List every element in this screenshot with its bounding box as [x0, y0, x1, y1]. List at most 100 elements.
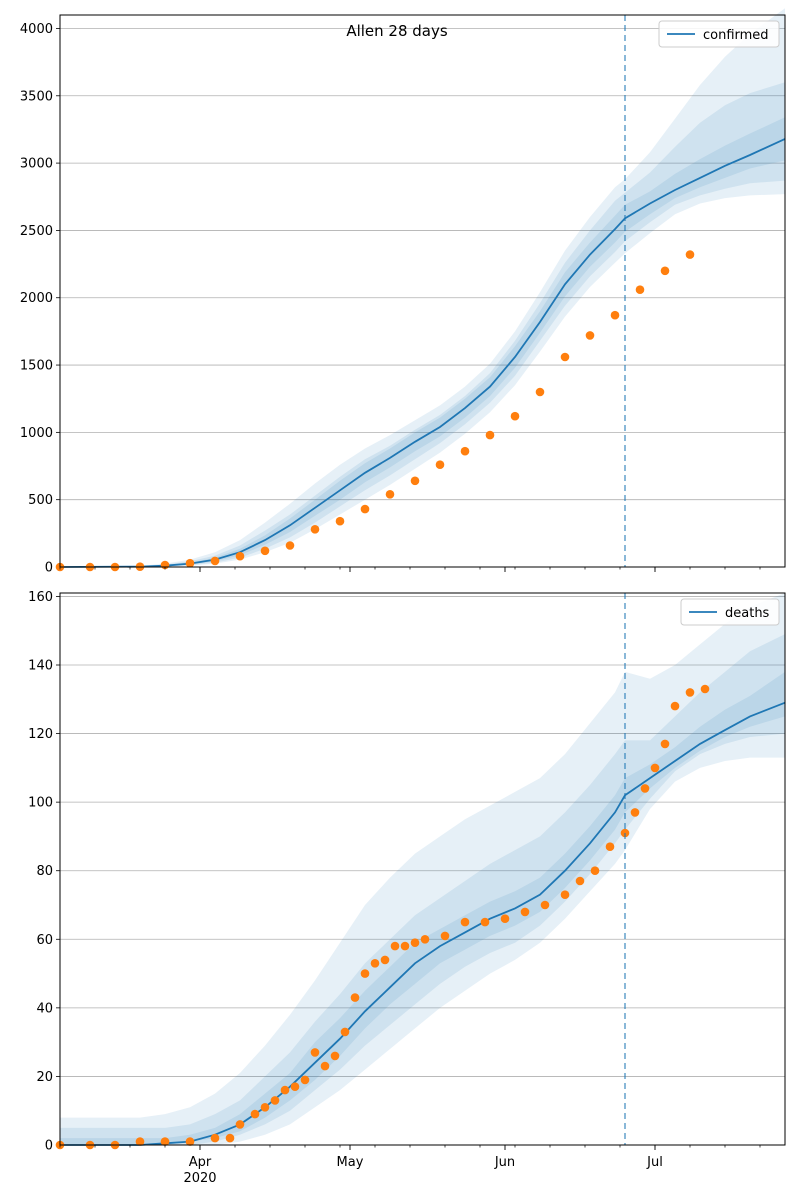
- plot-frame: [59, 14, 786, 568]
- observed-point: [210, 556, 220, 566]
- observed-point: [630, 808, 640, 817]
- observed-point: [260, 1103, 270, 1112]
- y-tick-label: 0: [45, 1139, 53, 1154]
- observed-point: [400, 941, 410, 951]
- uncertainty-band: [60, 593, 785, 1145]
- observed-point: [585, 331, 595, 340]
- observed-point: [310, 525, 320, 534]
- confirmed-panel: 0 500 1000 1500 2000 2500 3000 3500 4000 confirme…: [20, 8, 786, 576]
- legend-box: [658, 20, 780, 48]
- y-tick-label: 0: [45, 561, 53, 576]
- model-line: [59, 138, 786, 568]
- y-tick-label: 160: [28, 590, 53, 605]
- y-tick-label: 4000: [20, 22, 53, 37]
- observed-point: [440, 931, 450, 941]
- observed-point: [560, 352, 570, 362]
- observed-point: [185, 558, 195, 568]
- observed-point: [250, 1109, 260, 1119]
- observed-point: [320, 1061, 330, 1071]
- observed-point: [390, 941, 400, 951]
- x-tick-label: Apr: [189, 1155, 212, 1170]
- observed-point: [380, 955, 390, 965]
- observed-point: [685, 250, 695, 259]
- x-tick-label: Jul: [646, 1155, 663, 1170]
- observed-point: [285, 541, 295, 550]
- observed-point: [330, 1051, 340, 1061]
- observed-point: [610, 310, 620, 320]
- observed-point: [605, 842, 615, 851]
- observed-point: [225, 1133, 235, 1143]
- observed-point: [660, 739, 670, 749]
- uncertainty-band: [60, 634, 785, 1145]
- observed-point: [410, 938, 420, 947]
- y-tick-label: 60: [36, 933, 53, 948]
- y-tick-label: 2000: [20, 291, 53, 306]
- observed-point: [460, 446, 470, 456]
- observed-point: [290, 1082, 300, 1091]
- y-tick-label: 3500: [20, 89, 53, 104]
- observed-point: [360, 969, 370, 978]
- observed-point: [185, 1137, 195, 1146]
- observed-point: [210, 1133, 220, 1143]
- y-tick-label: 40: [36, 1001, 53, 1016]
- y-tick-label: 100: [28, 796, 53, 811]
- observed-point: [350, 993, 360, 1002]
- observed-point: [235, 1120, 245, 1129]
- observed-point: [635, 285, 645, 295]
- observed-point: [135, 1137, 145, 1146]
- observed-point: [700, 684, 710, 694]
- y-tick-label: 120: [28, 727, 53, 742]
- uncertainty-band: [60, 117, 785, 568]
- y-tick-label: 20: [36, 1070, 53, 1085]
- observed-point: [575, 876, 585, 886]
- observed-point: [410, 476, 420, 486]
- legend-box: [680, 598, 780, 626]
- observed-point: [535, 387, 545, 397]
- observed-point: [280, 1085, 290, 1095]
- uncertainty-band: [60, 8, 785, 568]
- y-tick-label: 1500: [20, 359, 53, 374]
- uncertainty-band: [60, 671, 785, 1145]
- legend-label: confirmed: [703, 28, 769, 43]
- observed-point: [560, 890, 570, 899]
- x-tick-label: May: [337, 1155, 364, 1170]
- observed-point: [160, 1137, 170, 1146]
- legend-label: deaths: [725, 606, 770, 621]
- observed-point: [590, 866, 600, 875]
- observed-point: [460, 917, 470, 927]
- chart-title: Allen 28 days: [346, 22, 448, 40]
- observed-point: [480, 917, 490, 927]
- observed-point: [485, 430, 495, 440]
- observed-point: [385, 490, 395, 499]
- observed-point: [260, 546, 270, 556]
- observed-point: [300, 1075, 310, 1085]
- observed-point: [660, 266, 670, 276]
- y-tick-label: 2500: [20, 224, 53, 239]
- observed-point: [685, 688, 695, 697]
- y-tick-label: 3000: [20, 157, 53, 172]
- observed-point: [520, 907, 530, 917]
- observed-point: [540, 900, 550, 910]
- y-tick-label: 80: [36, 864, 53, 879]
- observed-point: [670, 701, 680, 711]
- observed-point: [360, 504, 370, 514]
- observed-point: [235, 551, 245, 561]
- observed-point: [435, 460, 445, 470]
- observed-point: [510, 411, 520, 421]
- observed-point: [640, 784, 650, 793]
- uncertainty-band: [60, 82, 785, 568]
- x-tick-label: Jun: [494, 1155, 515, 1170]
- observed-point: [370, 959, 380, 968]
- observed-point: [335, 516, 345, 526]
- model-line: [60, 701, 786, 1146]
- observed-point: [340, 1027, 350, 1037]
- observed-point: [310, 1048, 320, 1057]
- x-year-label: 2020: [183, 1171, 216, 1186]
- y-tick-label: 140: [28, 659, 53, 674]
- observed-point: [650, 763, 660, 773]
- y-tick-label: 500: [28, 493, 53, 508]
- y-tick-label: 1000: [20, 426, 53, 441]
- observed-point: [500, 914, 510, 923]
- observed-point: [270, 1096, 280, 1105]
